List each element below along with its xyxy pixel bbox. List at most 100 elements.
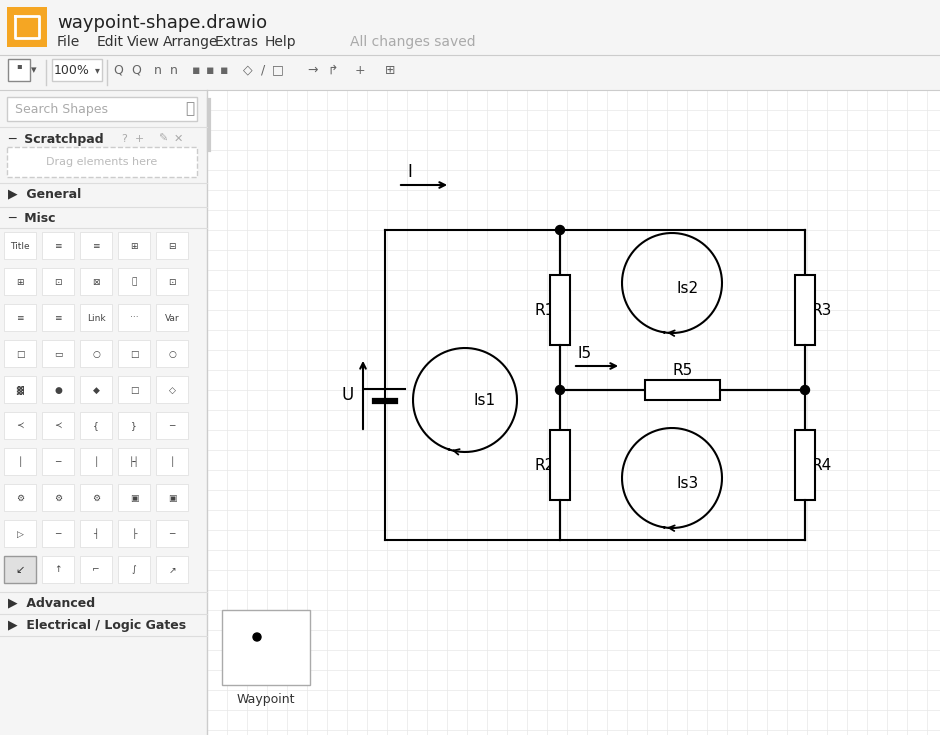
Text: R1: R1 xyxy=(535,303,556,318)
Bar xyxy=(550,430,570,500)
Text: Title: Title xyxy=(10,242,30,251)
Text: □: □ xyxy=(130,385,138,395)
Text: ▾: ▾ xyxy=(31,65,37,75)
Bar xyxy=(156,448,188,475)
Text: ↙: ↙ xyxy=(15,565,24,575)
Bar xyxy=(550,275,570,345)
Text: ⚙: ⚙ xyxy=(54,493,62,503)
Text: Is1: Is1 xyxy=(474,392,496,407)
Text: ▓: ▓ xyxy=(17,385,24,395)
Bar xyxy=(42,412,74,439)
Text: ○: ○ xyxy=(92,350,100,359)
Text: ─  Scratchpad: ─ Scratchpad xyxy=(8,132,103,146)
Text: ○: ○ xyxy=(168,350,176,359)
Bar xyxy=(645,380,720,400)
Text: I: I xyxy=(408,163,413,181)
Bar xyxy=(7,7,47,47)
Bar xyxy=(0,90,207,735)
Bar xyxy=(118,232,150,259)
Bar xyxy=(156,304,188,331)
Bar xyxy=(42,268,74,295)
Text: ↑: ↑ xyxy=(55,565,62,575)
Text: ◇: ◇ xyxy=(243,63,253,76)
Bar xyxy=(0,55,940,90)
Text: Arrange: Arrange xyxy=(163,35,218,49)
Text: File: File xyxy=(57,35,80,49)
Text: ≺: ≺ xyxy=(16,421,24,431)
Text: Q: Q xyxy=(131,63,141,76)
Text: ≡: ≡ xyxy=(55,242,62,251)
Bar xyxy=(4,268,36,295)
Bar xyxy=(7,147,197,177)
Bar xyxy=(42,232,74,259)
Bar xyxy=(42,556,74,583)
Text: ↗: ↗ xyxy=(168,565,176,575)
Text: R3: R3 xyxy=(812,303,832,318)
Bar xyxy=(42,484,74,511)
Bar xyxy=(52,59,102,81)
Text: │: │ xyxy=(93,456,99,467)
Bar xyxy=(156,412,188,439)
Text: ◇: ◇ xyxy=(168,385,176,395)
Text: Help: Help xyxy=(265,35,297,49)
Text: ▷: ▷ xyxy=(17,529,24,539)
Bar xyxy=(156,232,188,259)
Text: ▭: ▭ xyxy=(54,350,62,359)
Text: ⚙: ⚙ xyxy=(92,493,100,503)
Bar xyxy=(42,304,74,331)
Text: {: { xyxy=(93,421,99,431)
Text: View: View xyxy=(127,35,160,49)
Circle shape xyxy=(253,633,261,641)
Bar xyxy=(80,556,112,583)
Bar xyxy=(80,340,112,367)
Text: ●: ● xyxy=(55,385,62,395)
Text: ⌐: ⌐ xyxy=(92,565,100,575)
Bar xyxy=(4,556,36,583)
Text: ?  +: ? + xyxy=(122,134,144,144)
Bar xyxy=(80,448,112,475)
Text: ≺: ≺ xyxy=(55,421,62,431)
Text: ↱: ↱ xyxy=(328,63,338,76)
Text: R4: R4 xyxy=(812,457,832,473)
Text: ▾: ▾ xyxy=(95,65,100,75)
Text: ◆: ◆ xyxy=(92,385,100,395)
Bar xyxy=(42,340,74,367)
Text: ≡: ≡ xyxy=(55,314,62,323)
Text: Is2: Is2 xyxy=(677,281,699,295)
Text: R2: R2 xyxy=(535,457,556,473)
Bar xyxy=(7,97,197,121)
Bar xyxy=(42,376,74,403)
Bar xyxy=(156,376,188,403)
Bar xyxy=(118,556,150,583)
Text: ⊟: ⊟ xyxy=(168,242,176,251)
Bar xyxy=(80,376,112,403)
Text: ≡: ≡ xyxy=(16,314,24,323)
Bar xyxy=(4,340,36,367)
Text: +: + xyxy=(354,63,366,76)
Text: ▪: ▪ xyxy=(16,61,22,70)
Bar xyxy=(8,59,30,81)
Bar xyxy=(0,0,940,55)
Text: waypoint-shape.drawio: waypoint-shape.drawio xyxy=(57,14,267,32)
Bar xyxy=(4,304,36,331)
Text: ⊞: ⊞ xyxy=(384,63,395,76)
Bar xyxy=(118,268,150,295)
Text: ≡: ≡ xyxy=(92,242,100,251)
Text: □: □ xyxy=(130,350,138,359)
Bar xyxy=(156,556,188,583)
Text: →: → xyxy=(307,63,319,76)
Text: 100%: 100% xyxy=(55,63,90,76)
Text: ▣: ▣ xyxy=(130,493,138,503)
Text: ─: ─ xyxy=(55,457,61,467)
Bar xyxy=(156,268,188,295)
Text: U: U xyxy=(342,386,354,404)
Bar xyxy=(118,520,150,547)
Text: ─: ─ xyxy=(169,421,175,431)
Text: ├: ├ xyxy=(132,528,136,539)
Bar xyxy=(795,430,815,500)
Text: ⊡: ⊡ xyxy=(55,278,62,287)
Bar xyxy=(80,304,112,331)
Text: ↙: ↙ xyxy=(16,565,24,575)
Text: All changes saved: All changes saved xyxy=(350,35,476,49)
Bar xyxy=(80,484,112,511)
